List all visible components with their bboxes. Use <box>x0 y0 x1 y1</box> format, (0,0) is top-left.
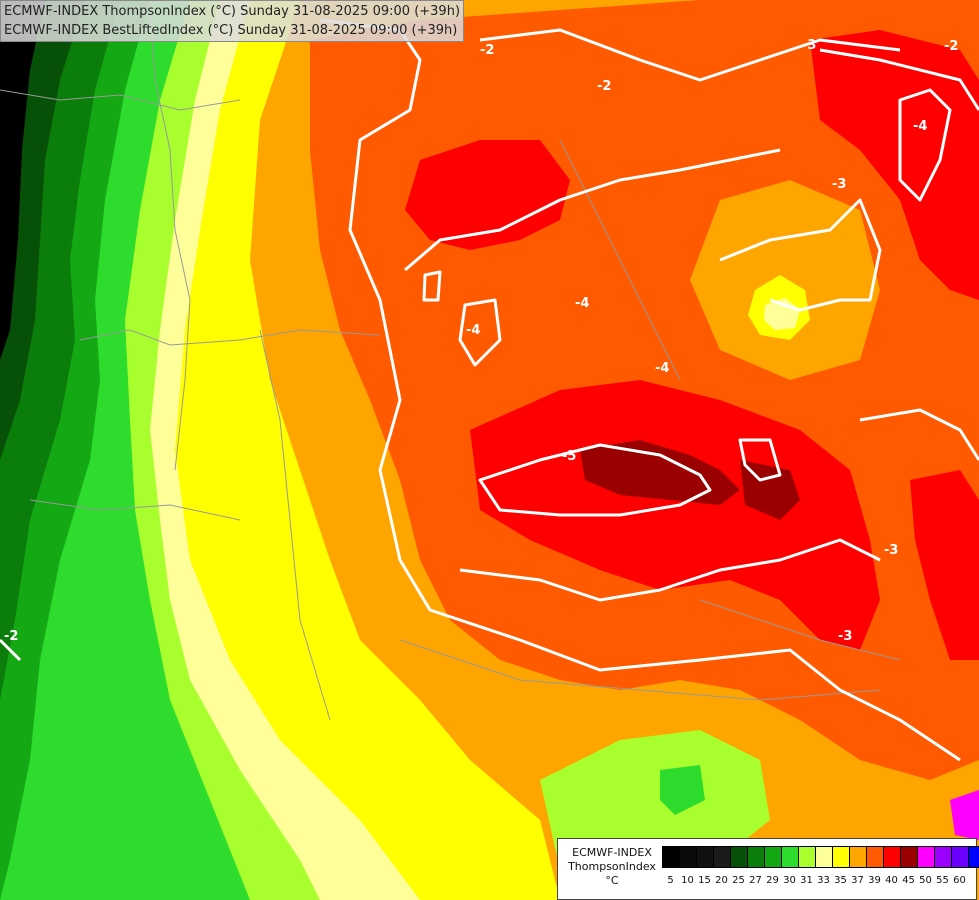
legend-tick-label: 37 <box>851 875 864 886</box>
zone-red-north <box>405 140 570 250</box>
legend-tick-label: 5 <box>667 875 674 886</box>
legend-swatch <box>748 847 765 867</box>
contour-north <box>479 28 901 82</box>
zone-green-south <box>660 765 705 815</box>
contour-west-2 <box>0 638 22 662</box>
legend-swatch <box>918 847 935 867</box>
contour-label: -3 <box>802 38 816 53</box>
legend-swatch <box>867 847 884 867</box>
contour-label: -4 <box>655 361 669 376</box>
zone-darkred-center <box>580 440 740 505</box>
legend-swatch <box>952 847 969 867</box>
legend-tick-label: 55 <box>936 875 949 886</box>
contour-label: -4 <box>913 119 927 134</box>
contour-east-blob <box>738 438 782 482</box>
contour-ne-3 <box>819 48 979 111</box>
legend-swatch <box>765 847 782 867</box>
legend-swatch <box>714 847 731 867</box>
contour-mid <box>404 148 781 272</box>
legend-swatch <box>816 847 833 867</box>
map-title: ECMWF-INDEX ThompsonIndex (°C) Sunday 31… <box>0 0 465 42</box>
legend-swatch <box>884 847 901 867</box>
legend-swatch <box>935 847 952 867</box>
contour-pocket <box>719 198 882 312</box>
legend-variable: ThompsonIndex <box>568 860 656 873</box>
legend-tick-label: 15 <box>698 875 711 886</box>
legend-swatch <box>680 847 697 867</box>
zone-magenta-se <box>950 790 979 840</box>
contour-label: -5 <box>562 449 576 464</box>
contour-4-west <box>458 298 502 367</box>
legend-swatch <box>850 847 867 867</box>
legend-tick-label: 33 <box>817 875 830 886</box>
legend-tick-label <box>968 875 979 886</box>
zone-red-east <box>910 470 979 660</box>
legend-tick-label: 30 <box>783 875 796 886</box>
contour-label: -3 <box>884 543 898 558</box>
contour-label: -2 <box>4 629 18 644</box>
contour-4-small <box>422 270 442 302</box>
legend-tick-label: 20 <box>715 875 728 886</box>
legend-title: ECMWF-INDEX ThompsonIndex °C <box>562 846 662 888</box>
legend-swatch <box>697 847 714 867</box>
legend-swatches <box>662 846 979 868</box>
legend-tick-label: 29 <box>766 875 779 886</box>
color-legend: ECMWF-INDEX ThompsonIndex °C 5 10 15 20 25 27… <box>557 838 979 900</box>
legend-tick-label: 35 <box>834 875 847 886</box>
contour-label: -3 <box>838 629 852 644</box>
zone-red-center <box>470 380 880 650</box>
legend-ticks: 5 10 15 20 25 27 29 30 31 33 35 37 39 40 45 50 55 60 <box>662 875 979 886</box>
legend-tick-label: 10 <box>681 875 694 886</box>
legend-swatch <box>731 847 748 867</box>
legend-swatch <box>663 847 680 867</box>
contour-label: -2 <box>944 39 958 54</box>
legend-swatch <box>969 847 979 867</box>
legend-unit: °C <box>605 874 619 887</box>
legend-model: ECMWF-INDEX <box>572 846 652 859</box>
legend-tick-label: 31 <box>800 875 813 886</box>
legend-tick-label: 25 <box>732 875 745 886</box>
contour-label: -3 <box>832 177 846 192</box>
borders <box>0 0 901 721</box>
legend-swatch <box>782 847 799 867</box>
contour-ne-4 <box>898 88 952 202</box>
legend-tick-label: 45 <box>902 875 915 886</box>
legend-tick-label: 50 <box>919 875 932 886</box>
contour-east-3 <box>859 408 979 461</box>
contour-5 <box>478 443 712 517</box>
legend-swatch <box>799 847 816 867</box>
legend-swatch <box>833 847 850 867</box>
contour-label: -2 <box>597 79 611 94</box>
title-best-lifted-index: ECMWF-INDEX BestLiftedIndex (°C) Sunday … <box>4 23 458 38</box>
contour-outer <box>319 18 961 762</box>
legend-swatch <box>901 847 918 867</box>
zone-black <box>0 0 45 360</box>
title-thompson-index: ECMWF-INDEX ThompsonIndex (°C) Sunday 31… <box>4 4 461 19</box>
contours <box>0 18 979 762</box>
legend-tick-label: 27 <box>749 875 762 886</box>
legend-tick-label: 60 <box>953 875 966 886</box>
contour-labels: -2 -2 -2 -3 -3 -3 -4 -4 -4 -4 -5 -3 -2 <box>4 38 958 644</box>
contour-south <box>459 538 881 602</box>
contour-label: -4 <box>575 296 589 311</box>
legend-tick-label: 39 <box>868 875 881 886</box>
contour-label: -4 <box>466 323 480 338</box>
contour-label: -2 <box>480 43 494 58</box>
legend-tick-label: 40 <box>885 875 898 886</box>
